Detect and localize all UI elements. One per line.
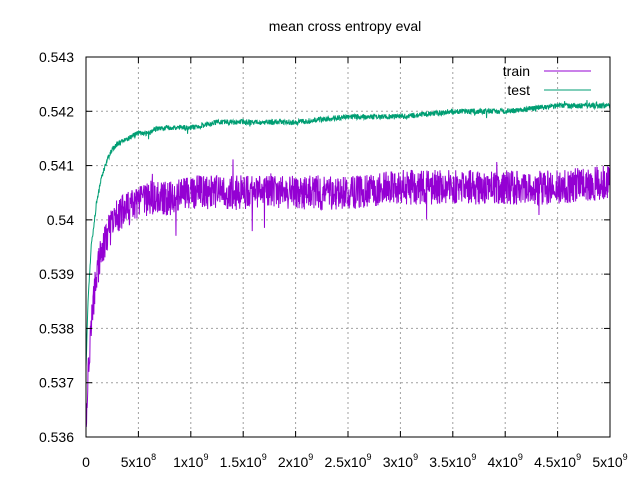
grid [86, 57, 610, 437]
y-tick-label: 0.541 [39, 158, 74, 174]
x-tick-label: 5x109 [592, 452, 627, 470]
x-tick-label: 3.5x109 [429, 452, 476, 470]
y-tick-label: 0.543 [39, 49, 74, 65]
x-tick-label: 4.5x109 [534, 452, 581, 470]
y-tick-label: 0.536 [39, 429, 74, 445]
series-layer [85, 100, 611, 428]
x-axis: 0 5x108 1x109 1.5x109 2x109 2.5x109 3x109 3.5x1… [82, 57, 628, 470]
y-tick-label: 0.542 [39, 103, 74, 119]
y-tick-label: 0.538 [39, 320, 74, 336]
x-tick-label: 4x109 [488, 452, 523, 470]
legend-label-train: train [503, 63, 530, 79]
chart-title: mean cross entropy eval [269, 18, 422, 34]
x-tick-label: 2.5x109 [324, 452, 371, 470]
legend: train test [503, 63, 591, 98]
legend-label-test: test [507, 82, 530, 98]
x-tick-label: 1.5x109 [220, 452, 267, 470]
test-series-line [85, 100, 611, 367]
x-tick-label: 1x109 [173, 452, 208, 470]
y-axis: 0.536 0.537 0.538 0.539 0.54 0.541 0.542 0.543 [39, 49, 610, 445]
train-series-line [85, 159, 611, 428]
x-tick-label: 3x109 [383, 452, 418, 470]
x-tick-label: 2x109 [278, 452, 313, 470]
y-tick-label: 0.539 [39, 266, 74, 282]
x-tick-label: 5x108 [121, 452, 156, 470]
x-tick-label: 0 [82, 454, 90, 470]
y-tick-label: 0.537 [39, 375, 74, 391]
y-tick-label: 0.54 [47, 212, 74, 228]
